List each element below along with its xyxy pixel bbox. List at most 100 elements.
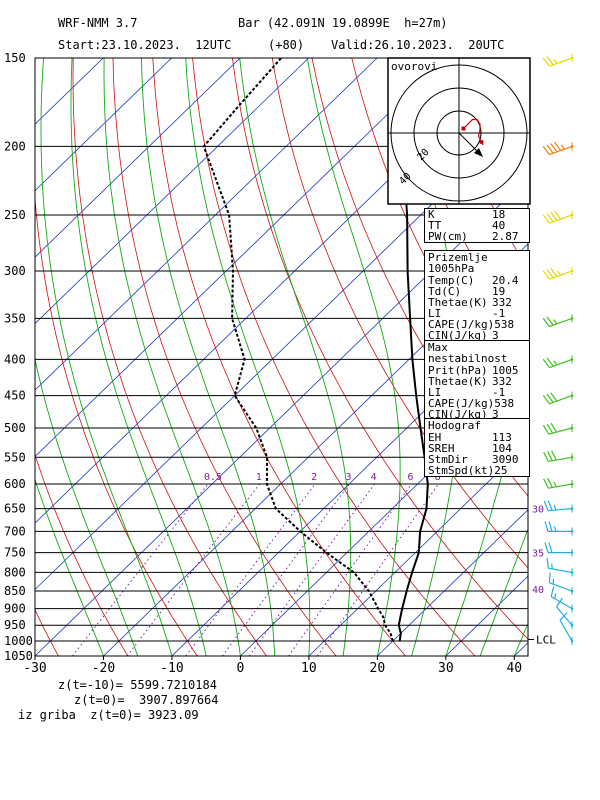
param-label: Prit(hPa) xyxy=(428,364,488,377)
panel-title: Hodograf xyxy=(428,419,481,432)
storm-motion-arrow xyxy=(458,132,480,154)
barb-dot xyxy=(570,455,574,459)
pressure-tick-label: 300 xyxy=(4,264,26,278)
pressure-tick-label: 450 xyxy=(4,389,26,403)
barb-feather xyxy=(546,357,554,367)
temperature-tick-label: 20 xyxy=(370,661,386,676)
model-name: WRF-NMM 3.7 xyxy=(58,16,138,30)
barb-feather xyxy=(542,358,550,368)
panel-row: CAPE(J/kg) 538 xyxy=(425,398,529,409)
pressure-tick-label: 750 xyxy=(4,546,26,560)
param-label: K xyxy=(428,208,435,221)
wind-barb xyxy=(542,54,574,67)
dry-adiabat xyxy=(591,58,600,656)
wind-barb xyxy=(542,422,574,435)
param-value: 2.87 xyxy=(492,230,519,243)
param-label: LI xyxy=(428,386,442,399)
isotherm-line xyxy=(171,309,528,656)
param-value: 332 xyxy=(492,375,512,388)
barb-half-feather xyxy=(554,593,557,599)
param-label: PW(cm) xyxy=(428,230,468,243)
mixing-ratio-line xyxy=(185,483,316,656)
pressure-tick-label: 500 xyxy=(4,421,26,435)
temperature-tick-label: 10 xyxy=(301,661,317,676)
param-value: 3090 xyxy=(492,453,519,466)
barb-half-feather xyxy=(551,563,553,570)
pressure-tick-label: 650 xyxy=(4,502,26,516)
dewpoint-profile-line xyxy=(202,58,394,642)
panel-row: LI -1 xyxy=(425,308,529,319)
param-value: -1 xyxy=(492,386,506,399)
pressure-tick-label: 550 xyxy=(4,450,26,464)
isotherm-line xyxy=(35,58,309,325)
temperature-tick-label: 30 xyxy=(438,661,454,676)
temperature-tick-label: -30 xyxy=(23,661,46,676)
panel-row: PW(cm) 2.87 xyxy=(425,231,529,242)
param-label: CIN(J/kg) xyxy=(428,329,488,342)
moist-adiabat xyxy=(103,58,241,656)
temperature-tick-label: 40 xyxy=(506,661,522,676)
footer-line-3: iz griba z(t=0)= 3923.09 xyxy=(18,708,199,722)
wind-barb xyxy=(556,597,574,630)
barb-feather xyxy=(559,612,568,621)
isotherm-line xyxy=(308,442,528,656)
barb-feather xyxy=(550,586,555,597)
param-label: Td(C) xyxy=(428,285,462,298)
isotherm-line xyxy=(35,58,241,258)
wind-speed-label: 35 xyxy=(532,549,544,560)
pressure-tick-label: 800 xyxy=(4,565,26,579)
barb-dot xyxy=(570,530,574,533)
param-label: SREH xyxy=(428,442,455,455)
panel-row: K 18 xyxy=(425,209,529,220)
mixing-ratio-line xyxy=(222,483,350,656)
panel-title: Max nestabilnost xyxy=(428,341,508,365)
barb-half-feather xyxy=(553,360,558,366)
panel-row: Thetae(K) 332 xyxy=(425,297,529,308)
panel-row: Thetae(K) 332 xyxy=(425,376,529,387)
valid-time: Valid:26.10.2023. 20UTC xyxy=(331,38,505,52)
param-value: 113 xyxy=(492,431,512,444)
param-label: Temp(C) xyxy=(428,274,475,287)
start-time: Start:23.10.2023. 12UTC xyxy=(58,38,232,52)
mixing-ratio-label: 0.5 xyxy=(204,472,222,483)
panel-row: CAPE(J/kg) 538 xyxy=(425,319,529,330)
panel-row: SREH 104 xyxy=(425,443,529,454)
barb-dot xyxy=(570,56,574,60)
panel-row: Temp(C) 20.4 xyxy=(425,275,529,286)
param-label: EH xyxy=(428,431,442,444)
barb-dot xyxy=(570,358,574,361)
wind-barb xyxy=(542,267,574,280)
panel-row: CIN(J/kg) 3 xyxy=(425,330,529,341)
moist-adiabat xyxy=(239,58,352,656)
panel-row: Td(C) 19 xyxy=(425,286,529,297)
barb-feather xyxy=(550,422,558,433)
barb-feather xyxy=(542,57,550,67)
param-value: 332 xyxy=(492,296,512,309)
wind-barb xyxy=(548,572,574,596)
temperature-tick-label: 0 xyxy=(237,661,245,676)
mixing-ratio-line xyxy=(248,483,376,656)
wind-barb xyxy=(559,612,574,646)
surface-panel: Prizemlje 1005hPa Temp(C) 20.4 Td(C) 19 Theta… xyxy=(424,250,530,342)
param-value: 538 xyxy=(494,318,515,331)
pressure-tick-label: 700 xyxy=(4,524,26,538)
barb-staff xyxy=(559,619,573,642)
moist-adiabat xyxy=(70,58,207,656)
footer-line-1: z(t=-10)= 5599.7210184 xyxy=(58,678,217,692)
mixing-ratio-line xyxy=(288,483,412,656)
barb-feather xyxy=(550,392,558,402)
param-label: CAPE(J/kg) xyxy=(428,318,495,331)
wind-barb xyxy=(542,391,574,405)
param-value: 19 xyxy=(492,285,506,298)
pressure-tick-label: 400 xyxy=(4,352,26,366)
hodograph-title: ovorovi xyxy=(391,60,437,73)
barb-feather xyxy=(546,56,554,66)
barb-feather xyxy=(546,144,554,154)
isotherm-line xyxy=(377,509,528,656)
param-value: 538 xyxy=(494,397,515,410)
barb-feather xyxy=(550,143,558,153)
wind-barb xyxy=(546,557,574,577)
station-info: Bar (42.091N 19.0899E h=27m) xyxy=(238,16,448,30)
storm-motion-arrowhead xyxy=(474,148,483,157)
